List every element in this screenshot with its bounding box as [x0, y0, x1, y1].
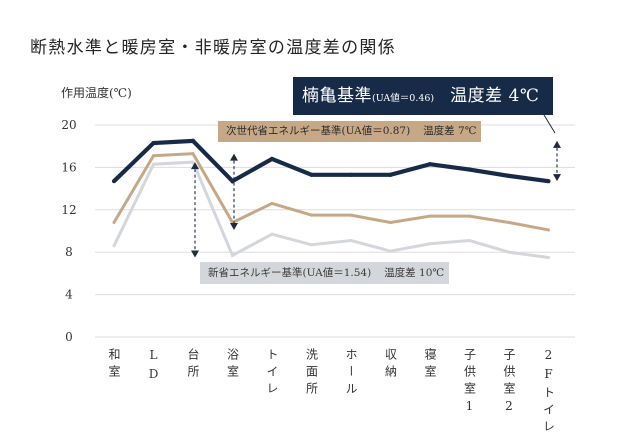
arrow-head-up — [191, 162, 199, 170]
y-tick-label: 16 — [61, 160, 76, 174]
data-point — [190, 138, 196, 143]
x-tick-label: 子供室1 — [462, 348, 477, 418]
data-point — [112, 244, 116, 248]
chart-title: 断熱水準と暖房室・非暖房室の温度差の関係 — [30, 38, 396, 58]
temperature-difference-label: 温度差 10℃ — [384, 267, 445, 279]
data-point — [152, 162, 155, 166]
data-point — [270, 232, 274, 236]
series-name: 新省エネルギー基準 — [208, 267, 303, 279]
data-point — [467, 167, 472, 172]
grid: 0 4 8 12 16 20 — [61, 118, 575, 344]
x-tick-label: 和室 — [107, 348, 121, 382]
x-tick-label: 洗面所 — [304, 348, 319, 399]
x-tick-label: 2Fトイレ — [541, 348, 556, 436]
series-name: 次世代省エネルギー基準 — [226, 125, 342, 137]
data-point — [310, 243, 313, 247]
data-point — [309, 172, 314, 177]
x-tick-label: LD — [146, 348, 161, 386]
data-point — [507, 250, 511, 254]
series-2 — [112, 152, 550, 232]
temperature-difference-label: 温度差 4℃ — [450, 86, 540, 106]
data-point — [506, 173, 512, 178]
temperature-difference-arrow — [230, 153, 238, 230]
data-point — [389, 249, 392, 253]
annotation-box-series-1: 楠亀基準(UA値＝0.46) 温度差 4℃ — [293, 77, 553, 115]
x-tick-label: 子供室2 — [502, 348, 516, 418]
temperature-difference-arrow — [191, 162, 199, 258]
x-tick-label: 収納 — [383, 348, 398, 382]
data-point — [389, 221, 392, 225]
ua-value-label: (UA値＝1.54) — [302, 267, 372, 279]
data-point — [191, 160, 195, 164]
series-name: 楠亀基準 — [302, 86, 372, 106]
data-point — [231, 253, 234, 257]
data-point — [427, 162, 433, 167]
y-tick-label: 0 — [65, 330, 73, 344]
x-tick-label: ホール — [344, 348, 358, 399]
data-point — [310, 213, 313, 217]
series-3 — [112, 160, 550, 259]
y-tick-label: 4 — [65, 288, 73, 302]
annotation-box-series-3: 新省エネルギー基準(UA値＝1.54) 温度差 10℃ — [200, 262, 449, 284]
data-point — [428, 214, 432, 218]
series-line — [112, 138, 549, 184]
y-tick-label: 20 — [61, 118, 76, 132]
data-point — [349, 213, 353, 217]
ua-value-label: (UA値＝0.87) — [341, 125, 411, 137]
series-line — [112, 152, 549, 232]
temperature-difference-arrow — [553, 140, 561, 182]
x-tick-label: 浴室 — [225, 348, 240, 382]
arrow-head-down — [553, 174, 561, 182]
y-tick-label: 8 — [65, 245, 73, 259]
data-point — [230, 179, 235, 184]
data-point — [111, 179, 117, 184]
temperature-difference-label: 温度差 7℃ — [423, 125, 477, 137]
series-line — [112, 160, 549, 259]
arrow-head-down — [230, 222, 238, 230]
data-point — [546, 179, 551, 184]
data-point — [388, 172, 393, 177]
x-tick-label: 寝室 — [423, 348, 437, 382]
data-point — [152, 154, 155, 158]
y-axis-label: 作用温度(℃) — [61, 86, 132, 100]
annotation-box-series-2: 次世代省エネルギー基準(UA値＝0.87) 温度差 7℃ — [218, 121, 481, 142]
data-point — [348, 172, 354, 177]
arrow-head-up — [553, 140, 561, 148]
data-point — [428, 242, 432, 246]
annotation-leader-line — [543, 114, 556, 134]
data-point — [151, 140, 156, 146]
data-point — [547, 256, 550, 259]
x-tick-label: トイレ — [265, 348, 279, 399]
data-point — [269, 156, 275, 162]
data-point — [468, 239, 471, 243]
ua-value-label: (UA値＝0.46) — [372, 93, 435, 104]
x-tick-label: 台所 — [186, 348, 200, 382]
data-point — [112, 221, 116, 225]
data-point — [191, 152, 195, 156]
data-point — [270, 201, 274, 205]
data-point — [547, 228, 550, 232]
y-tick-label: 12 — [61, 203, 76, 217]
arrow-head-up — [230, 153, 238, 161]
data-point — [349, 239, 353, 243]
data-point — [468, 214, 471, 218]
series-1 — [111, 138, 551, 184]
arrow-head-down — [191, 250, 199, 258]
data-point — [507, 221, 511, 225]
